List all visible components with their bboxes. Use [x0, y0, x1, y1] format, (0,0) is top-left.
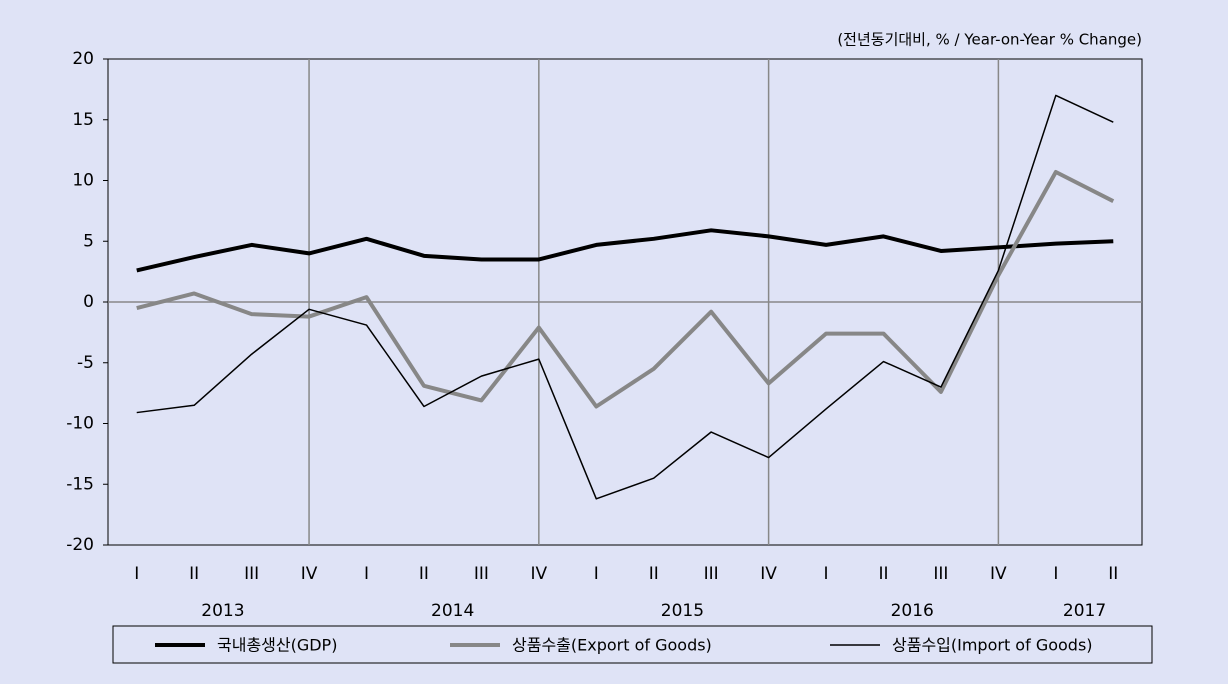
year-label: 2017: [1063, 601, 1106, 621]
y-tick-label: 0: [83, 292, 94, 312]
y-tick-label: 15: [72, 110, 94, 130]
x-tick-label: II: [1108, 564, 1118, 584]
x-tick-label: I: [824, 564, 829, 584]
x-tick-label: II: [649, 564, 659, 584]
x-tick-label: III: [474, 564, 489, 584]
y-tick-label: 20: [72, 49, 94, 69]
x-tick-label: IV: [301, 564, 318, 584]
y-tick-label: -15: [66, 474, 94, 494]
legend-box: [112, 625, 1153, 664]
legend-label: 상품수출(Export of Goods): [512, 636, 712, 655]
legend-label: 상품수입(Import of Goods): [892, 636, 1093, 655]
y-tick-label: -20: [66, 535, 94, 555]
y-tick-label: 5: [83, 231, 94, 251]
x-tick-label: III: [704, 564, 719, 584]
x-tick-label: I: [364, 564, 369, 584]
year-label: 2013: [201, 601, 244, 621]
year-label: 2014: [431, 601, 474, 621]
x-tick-label: III: [244, 564, 259, 584]
x-tick-label: I: [594, 564, 599, 584]
series-line: [136, 228, 1114, 273]
x-tick-label: II: [419, 564, 429, 584]
unit-note: (전년동기대비, % / Year-on-Year % Change): [837, 31, 1142, 49]
y-tick-label: -10: [66, 414, 94, 434]
y-tick-label: 10: [72, 171, 94, 191]
x-tick-label: II: [878, 564, 888, 584]
x-tick-label: IV: [531, 564, 548, 584]
year-label: 2015: [661, 601, 704, 621]
series-line: [136, 94, 1114, 500]
legend-label: 국내총생산(GDP): [217, 636, 337, 655]
x-tick-label: III: [933, 564, 948, 584]
x-tick-label: II: [189, 564, 199, 584]
x-tick-label: IV: [760, 564, 777, 584]
year-label: 2016: [891, 601, 934, 621]
y-tick-label: -5: [77, 353, 94, 373]
x-tick-label: IV: [990, 564, 1007, 584]
x-tick-label: I: [134, 564, 139, 584]
x-tick-label: I: [1053, 564, 1058, 584]
